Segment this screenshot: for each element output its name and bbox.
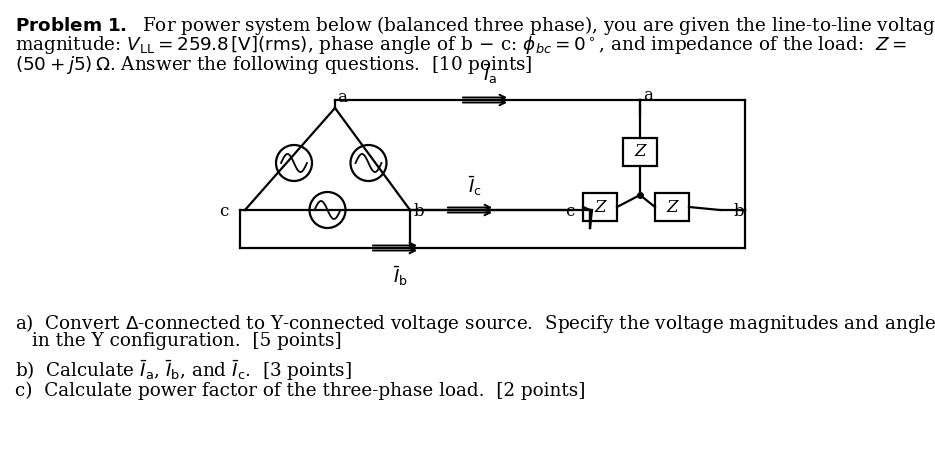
Text: Z: Z [595, 198, 606, 215]
Text: c: c [565, 204, 574, 220]
Text: b: b [414, 204, 424, 220]
Bar [623, 138, 657, 166]
Text: Z: Z [667, 198, 678, 215]
Text: magnitude: $V_{\mathrm{LL}} = 259.8\,[\mathrm{V}](\mathrm{rms})$, phase angle of: magnitude: $V_{\mathrm{LL}} = 259.8\,[\m… [15, 34, 907, 56]
Text: $\mathbf{Problem\ 1.}$  For power system below (balanced three phase), you are g: $\mathbf{Problem\ 1.}$ For power system … [15, 14, 935, 37]
Text: c: c [220, 204, 229, 220]
Text: a: a [337, 89, 347, 106]
Text: b)  Calculate $\bar{I}_{\mathrm{a}}$, $\bar{I}_{\mathrm{b}}$, and $\bar{I}_{\mat: b) Calculate $\bar{I}_{\mathrm{a}}$, $\b… [15, 358, 352, 382]
Bar [655, 193, 689, 221]
Text: $(50 + j5)\,\Omega$. Answer the following questions.  [10 points]: $(50 + j5)\,\Omega$. Answer the followin… [15, 54, 533, 76]
Text: $\bar{I}_{\mathrm{b}}$: $\bar{I}_{\mathrm{b}}$ [393, 264, 408, 288]
Text: $\bar{I}_{\mathrm{a}}$: $\bar{I}_{\mathrm{a}}$ [483, 63, 497, 86]
Text: c)  Calculate power factor of the three-phase load.  [2 points]: c) Calculate power factor of the three-p… [15, 382, 585, 400]
Text: Z: Z [634, 143, 646, 161]
Text: b: b [734, 204, 744, 220]
Text: a)  Convert $\Delta$-connected to Y-connected voltage source.  Specify the volta: a) Convert $\Delta$-connected to Y-conne… [15, 312, 935, 335]
Text: a: a [643, 87, 653, 104]
Text: in the Y configuration.  [5 points]: in the Y configuration. [5 points] [32, 332, 342, 350]
Text: $\bar{I}_{\mathrm{c}}$: $\bar{I}_{\mathrm{c}}$ [468, 174, 482, 198]
Bar [583, 193, 617, 221]
